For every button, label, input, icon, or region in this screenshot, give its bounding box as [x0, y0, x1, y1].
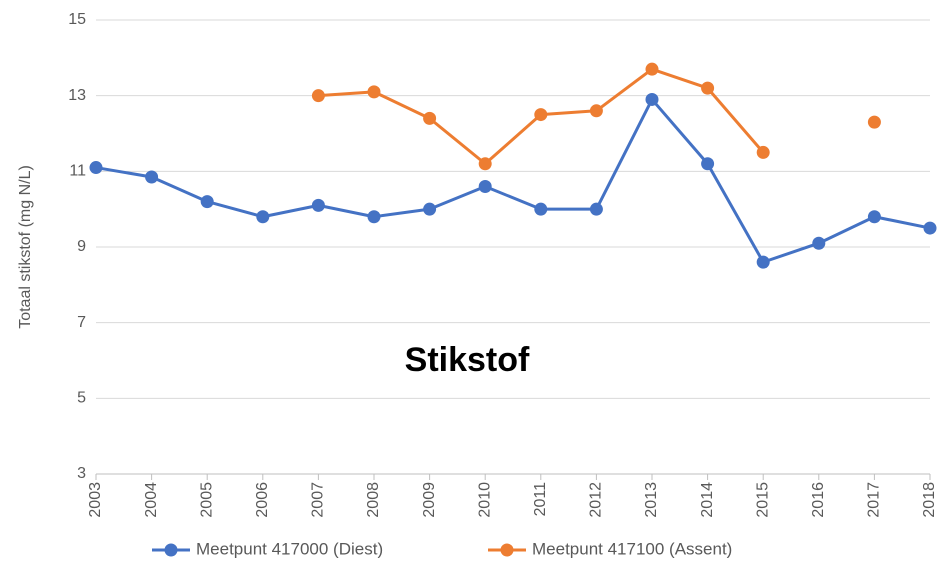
data-point — [812, 236, 826, 250]
data-point — [589, 202, 603, 216]
legend-label: Meetpunt 417100 (Assent) — [532, 539, 732, 558]
data-point — [756, 255, 770, 269]
legend-label: Meetpunt 417000 (Diest) — [196, 539, 383, 558]
y-tick-label: 3 — [77, 465, 86, 482]
x-tick-label: 2006 — [254, 482, 271, 518]
data-point — [200, 195, 214, 209]
data-point — [701, 81, 715, 95]
x-tick-label: 2014 — [699, 482, 716, 518]
legend-marker — [500, 543, 514, 557]
data-point — [145, 170, 159, 184]
data-point — [867, 115, 881, 129]
x-tick-label: 2003 — [87, 482, 104, 518]
data-point — [311, 198, 325, 212]
data-point — [367, 210, 381, 224]
data-point — [89, 161, 103, 175]
x-tick-label: 2009 — [421, 482, 438, 518]
y-tick-label: 5 — [77, 390, 86, 407]
x-tick-label: 2010 — [476, 482, 493, 518]
data-point — [923, 221, 937, 235]
data-point — [645, 62, 659, 76]
x-tick-label: 2004 — [143, 482, 160, 518]
x-tick-label: 2008 — [365, 482, 382, 518]
y-tick-label: 13 — [68, 87, 86, 104]
data-point — [534, 108, 548, 122]
data-point — [311, 89, 325, 103]
chart-title: Stikstof — [405, 341, 530, 379]
x-tick-label: 2005 — [198, 482, 215, 518]
data-point — [423, 111, 437, 125]
data-point — [867, 210, 881, 224]
data-point — [756, 145, 770, 159]
data-point — [478, 157, 492, 171]
data-point — [367, 85, 381, 99]
data-point — [645, 92, 659, 106]
y-tick-label: 11 — [69, 163, 86, 180]
data-point — [589, 104, 603, 118]
data-point — [701, 157, 715, 171]
x-tick-label: 2017 — [866, 482, 883, 518]
legend-item: Meetpunt 417100 (Assent) — [488, 539, 732, 558]
y-tick-label: 9 — [77, 238, 86, 255]
x-tick-label: 2012 — [588, 482, 605, 518]
y-tick-label: 15 — [68, 11, 86, 28]
y-axis-label: Totaal stikstof (mg N/L) — [17, 165, 34, 329]
data-point — [256, 210, 270, 224]
data-point — [534, 202, 548, 216]
y-tick-label: 7 — [77, 314, 86, 331]
data-point — [423, 202, 437, 216]
x-tick-label: 2015 — [754, 482, 771, 518]
legend-item: Meetpunt 417000 (Diest) — [152, 539, 383, 558]
series-line — [95, 97, 931, 264]
data-point — [478, 179, 492, 193]
x-tick-label: 2011 — [532, 482, 549, 517]
x-tick-label: 2016 — [810, 482, 827, 518]
legend-marker — [164, 543, 178, 557]
x-tick-label: 2007 — [310, 482, 327, 518]
x-tick-label: 2013 — [643, 482, 660, 518]
x-tick-label: 2018 — [921, 482, 938, 518]
